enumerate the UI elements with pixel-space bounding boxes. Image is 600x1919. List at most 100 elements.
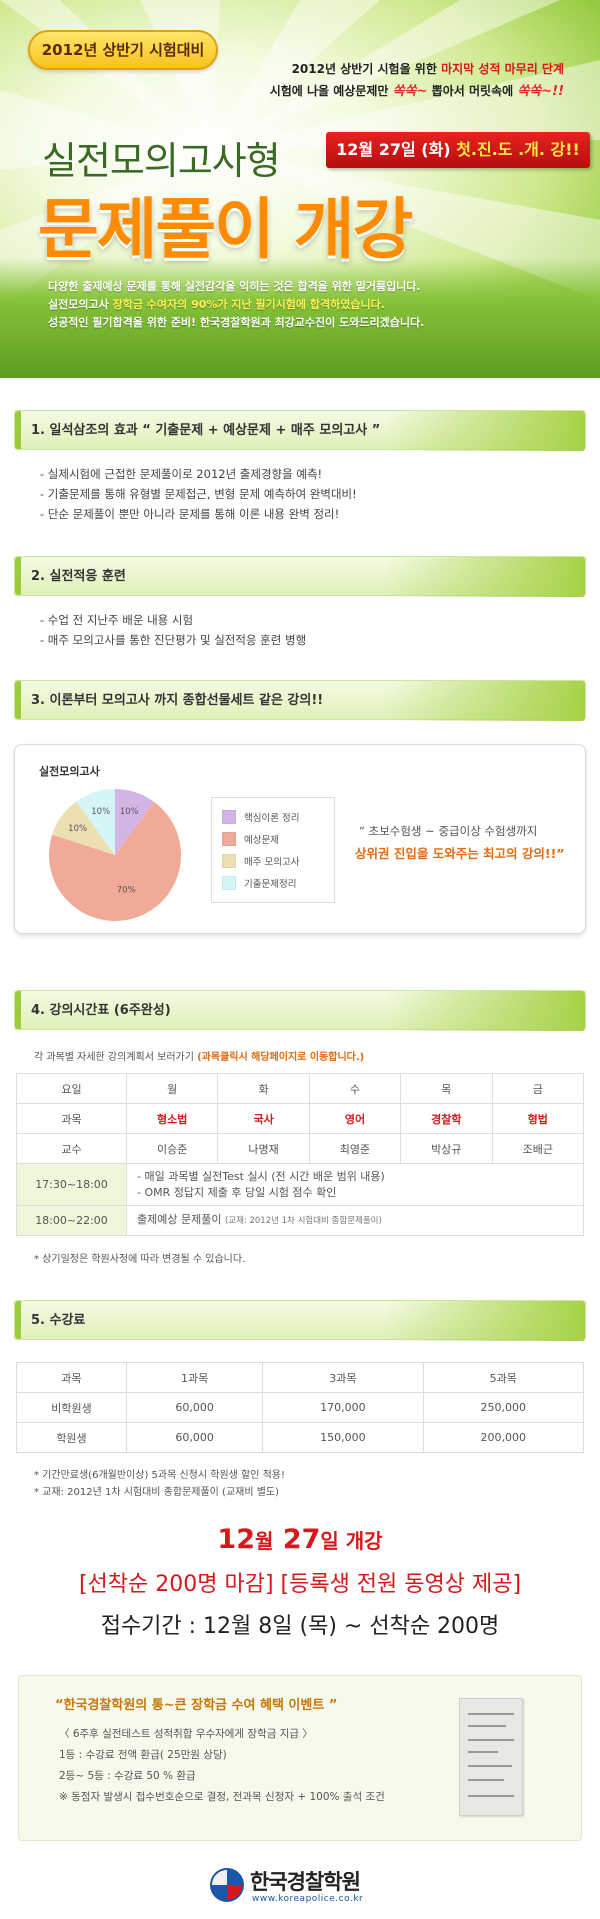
time-slot: 17:30~18:00 bbox=[16, 1163, 127, 1206]
section-5-header: 5. 수강료 bbox=[14, 1300, 586, 1341]
legend-label: 예상문제 bbox=[244, 835, 279, 846]
table-cell: 이승준 bbox=[125, 1133, 219, 1164]
table-cell: 170,000 bbox=[262, 1392, 424, 1423]
pie-slice-3 bbox=[52, 801, 115, 855]
section-1-header: 1. 일석삼조의 효과 “ 기출문제 + 예상문제 + 매주 모의고사 ” bbox=[14, 410, 586, 451]
legend-item-3: 매주 모의고사 bbox=[222, 850, 324, 872]
table-row: 학원생 60,000 150,000 200,000 bbox=[16, 1422, 585, 1453]
scholarship-event-box: “한국경찰학원의 통~큰 장학금 수여 혜택 이벤트 ” 〈 6주후 실전테스트… bbox=[18, 1675, 582, 1841]
list-item: 〈 6주후 실전테스트 성적취합 우수자에게 장학금 지급 〉 bbox=[59, 1728, 313, 1740]
list-item: - 기출문제를 통해 유형별 문제접근, 변형 문제 예측하여 완벽대비! bbox=[40, 487, 357, 501]
legend-swatch bbox=[222, 832, 236, 846]
hero-title: 문제풀이 개강 bbox=[38, 191, 413, 268]
table-row: 교수 이승준 나명재 최영준 박상규 조배근 bbox=[16, 1133, 585, 1164]
table-cell: 금 bbox=[491, 1073, 585, 1104]
hero-grass bbox=[0, 258, 600, 378]
scholarship-certificate-image bbox=[459, 1698, 523, 1816]
table-cell: 과목 bbox=[16, 1362, 127, 1393]
table-cell: 150,000 bbox=[262, 1422, 424, 1453]
list-item: ※ 동점자 발생시 접수번호순으로 결정, 전과목 신청자 + 100% 출석 … bbox=[59, 1791, 385, 1803]
legend-label: 기출문제정리 bbox=[244, 879, 297, 890]
hero-description: 다양한 출제예상 문제를 통해 실전감각을 익히는 것은 합격을 위한 밑거름입… bbox=[48, 280, 425, 329]
pie-data-label-3: 10% bbox=[68, 824, 87, 834]
table-row: 17:30~18:00 - 매일 과목별 실전Test 실시 (전 시간 배운 … bbox=[16, 1163, 584, 1206]
table-cell: 60,000 bbox=[125, 1422, 264, 1453]
pie-slice-1 bbox=[115, 789, 154, 855]
table-cell: 월 bbox=[125, 1073, 219, 1104]
table-row: 요일 월 화 수 목 금 bbox=[16, 1073, 585, 1104]
table-cell: - 매일 과목별 실전Test 실시 (전 시간 배운 범위 내용) - OMR… bbox=[126, 1163, 584, 1206]
list-item: - 실제시험에 근접한 문제풀이로 2012년 출제경향을 예측! bbox=[40, 467, 323, 481]
hero-tagline-2: 시험에 나올 예상문제만 쏙쏙~ 뽑아서 머릿속에 쏙쏙~!! bbox=[269, 84, 564, 99]
list-item: - 매주 모의고사를 통한 진단평가 및 실전적응 훈련 병행 bbox=[40, 633, 307, 647]
event-title: “한국경찰학원의 통~큰 장학금 수여 혜택 이벤트 ” bbox=[55, 1698, 338, 1713]
fee-note-2: * 교재: 2012년 1차 시험대비 종합문제풀이 (교재비 별도) bbox=[34, 1487, 280, 1498]
legend-item-1: 핵심이론 정리 bbox=[222, 806, 324, 828]
table-row: 과목 1과목 3과목 5과목 bbox=[16, 1362, 585, 1393]
chart-title: 실전모의고사 bbox=[39, 765, 100, 778]
fee-note-1: * 기간만료생(6개월반이상) 5과목 신청시 학원생 할인 적용! bbox=[34, 1470, 286, 1481]
list-item: - 단순 문제풀이 뿐만 아니라 문제를 통해 이론 내용 완벽 정리! bbox=[40, 507, 340, 521]
time-slot: 18:00~22:00 bbox=[16, 1205, 127, 1236]
subject-link-police-science[interactable]: 경찰학 bbox=[400, 1103, 493, 1134]
section-1-bullets: - 실제시험에 근접한 문제풀이로 2012년 출제경향을 예측! - 기출문제… bbox=[40, 464, 357, 524]
table-cell: 3과목 bbox=[262, 1362, 424, 1393]
pie-data-label-4: 10% bbox=[91, 807, 110, 817]
section-2-bullets: - 수업 전 지난주 배운 내용 시험 - 매주 모의고사를 통한 진단평가 및… bbox=[40, 610, 306, 650]
start-date-ribbon: 12월 27일 (화) 첫.진.도 .개. 강!! bbox=[326, 132, 590, 168]
event-details: 〈 6주후 실전테스트 성적취합 우수자에게 장학금 지급 〉 1등 : 수강료… bbox=[59, 1724, 385, 1808]
table-cell: 박상규 bbox=[400, 1133, 493, 1164]
list-item: 2등~ 5등 : 수강료 50 % 환급 bbox=[59, 1770, 196, 1782]
section-2-header: 2. 실전적응 훈련 bbox=[14, 556, 586, 597]
subject-link-english[interactable]: 영어 bbox=[308, 1103, 402, 1134]
table-cell: 200,000 bbox=[422, 1422, 585, 1453]
pie-slice-2 bbox=[49, 801, 181, 921]
section-3-header: 3. 이론부터 모의고사 까지 종합선물세트 같은 강의!! bbox=[14, 680, 586, 721]
subject-link-korean-history[interactable]: 국사 bbox=[217, 1103, 310, 1134]
registration-period: 접수기간 : 12월 8일 (목) ~ 선착순 200명 bbox=[100, 1614, 500, 1639]
table-cell: 5과목 bbox=[422, 1362, 585, 1393]
table-cell: 비학원생 bbox=[16, 1392, 127, 1423]
table-cell: 학원생 bbox=[16, 1422, 127, 1453]
timetable: 요일 월 화 수 목 금 과목 형소법 국사 영어 경찰학 형법 교수 이승준 … bbox=[16, 1073, 585, 1236]
table-row: 과목 형소법 국사 영어 경찰학 형법 bbox=[16, 1103, 585, 1134]
table-cell: 화 bbox=[217, 1073, 310, 1104]
legend-label: 핵심이론 정리 bbox=[244, 813, 300, 824]
table-cell: 최영준 bbox=[308, 1133, 402, 1164]
logo-url: www.koreapolice.co.kr bbox=[252, 1894, 364, 1904]
section-4-header: 4. 강의시간표 (6주완성) bbox=[14, 990, 586, 1031]
academy-logo[interactable]: 한국경찰학원 www.koreapolice.co.kr bbox=[210, 1866, 390, 1910]
course-quote-1: “ 초보수험생 ~ 중급이상 수험생까지 bbox=[359, 824, 538, 838]
table-cell: 60,000 bbox=[125, 1392, 264, 1423]
table-cell: 나명재 bbox=[217, 1133, 310, 1164]
table-cell: 목 bbox=[400, 1073, 493, 1104]
table-cell: 과목 bbox=[16, 1103, 127, 1134]
subject-link-criminal-law[interactable]: 형법 bbox=[491, 1103, 585, 1134]
table-cell: 요일 bbox=[16, 1073, 127, 1104]
table-cell: 교수 bbox=[16, 1133, 127, 1164]
legend-swatch bbox=[222, 854, 236, 868]
hero-tagline-1: 2012년 상반기 시험을 위한 마지막 성적 마무리 단계 bbox=[291, 62, 564, 76]
table-cell: 1과목 bbox=[125, 1362, 264, 1393]
schedule-footnote: * 상기일정은 학원사정에 따라 변경될 수 있습니다. bbox=[34, 1254, 246, 1265]
legend-item-2: 예상문제 bbox=[222, 828, 324, 850]
logo-text: 한국경찰학원 bbox=[250, 1870, 361, 1894]
course-quote-2: 상위권 진입을 도와주는 최고의 강의!!” bbox=[355, 846, 565, 861]
list-item: - 수업 전 지난주 배운 내용 시험 bbox=[40, 613, 194, 627]
legend-item-4: 기출문제정리 bbox=[222, 872, 324, 894]
list-item: 1등 : 수강료 전액 환급( 25만원 상당) bbox=[59, 1749, 227, 1761]
pie-data-label-2: 70% bbox=[117, 886, 136, 896]
opening-date-headline: 12월 27일 개강 bbox=[217, 1524, 383, 1555]
legend-swatch bbox=[222, 810, 236, 824]
syllabus-note: 각 과목별 자세한 강의계획서 보러가기 (과목클릭시 해당페이지로 이동합니다… bbox=[34, 1052, 365, 1063]
pie-slice-4 bbox=[76, 789, 115, 855]
legend-swatch bbox=[222, 876, 236, 890]
hero-subtitle: 실전모의고사형 bbox=[42, 139, 281, 183]
enrollment-benefit: [선착순 200명 마감] [등록생 전원 동영상 제공] bbox=[78, 1572, 522, 1597]
subject-link-criminal-procedure[interactable]: 형소법 bbox=[125, 1103, 219, 1134]
logo-emblem-icon bbox=[210, 1868, 244, 1902]
pie-data-label-1: 10% bbox=[120, 807, 139, 817]
table-cell: 출제예상 문제풀이 (교재: 2012년 1차 시험대비 종합문제풀이) bbox=[126, 1205, 584, 1236]
